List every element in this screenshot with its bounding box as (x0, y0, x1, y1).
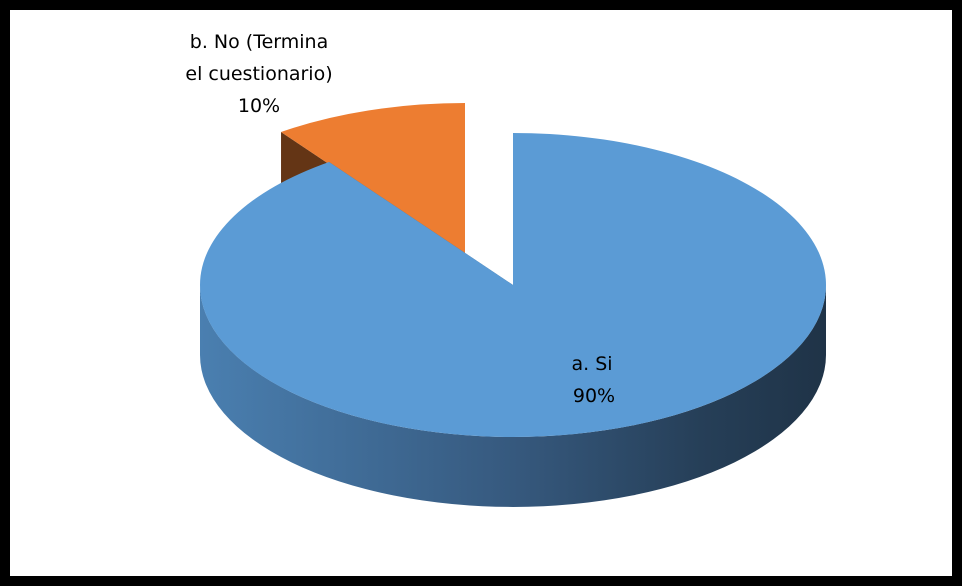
pie-slice-side (200, 285, 826, 507)
pie-slice-top (200, 133, 827, 437)
slice-label-si: a. Si (571, 353, 612, 375)
pie-slice-top (281, 103, 465, 255)
slice-label-no-line1: b. No (Termina (190, 31, 328, 53)
slice-percent-no: 10% (238, 95, 280, 117)
slice-percent-si: 90% (573, 385, 615, 407)
pie-slice-0 (200, 133, 827, 507)
slice-label-no-line2: el cuestionario) (185, 63, 332, 85)
